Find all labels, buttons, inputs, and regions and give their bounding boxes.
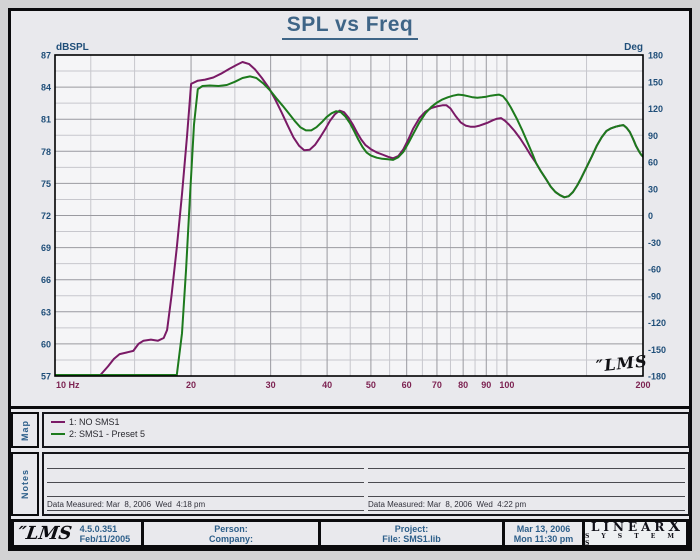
person-label: Person: (214, 523, 248, 534)
footer-person-cell: Person: Company: (144, 522, 318, 545)
linearx-systems-text: S Y S T E M S (585, 533, 680, 545)
spl-tick-label: 63 (41, 307, 51, 317)
deg-tick-label: -90 (648, 291, 661, 301)
company-label: Company: (208, 533, 253, 544)
notes-side-label: Notes (20, 468, 30, 499)
lms-logo: ″LMS (16, 522, 74, 544)
legend-label-curve1: 1: NO SMS1 (69, 416, 120, 427)
project-label: Project: (394, 523, 429, 534)
data-measured-left: Data Measured: Mar 8, 2006 Wed 4:18 pm (47, 500, 206, 509)
notes-rule (368, 496, 685, 497)
spl-tick-label: 84 (41, 83, 51, 93)
linearx-x: X (668, 522, 681, 535)
spl-tick-label: 72 (41, 211, 51, 221)
chart-title: SPL vs Freq (281, 13, 419, 40)
freq-tick-label: 30 (266, 380, 276, 390)
plot-border (54, 54, 644, 377)
print-time: Mon 11:30 pm (513, 533, 574, 544)
notes-side-box: Notes (11, 452, 39, 516)
map-side-label: Map (20, 419, 30, 441)
footer-bar: ″LMS 4.5.0.351 Feb/11/2005 Person: Compa… (11, 519, 689, 548)
deg-tick-label: -120 (648, 318, 666, 328)
linearx-logo: LINEARX (590, 522, 681, 535)
chart-title-wrap: SPL vs Freq (0, 13, 700, 40)
legend-swatch-curve2 (51, 432, 65, 435)
deg-tick-label: 120 (648, 104, 663, 114)
legend-row-2: 2: SMS1 - Preset 5 (51, 428, 688, 439)
notes-rule (47, 468, 364, 469)
deg-tick-label: -150 (648, 345, 666, 355)
spl-tick-label: 75 (41, 179, 51, 189)
spl-tick-label: 87 (41, 51, 51, 61)
freq-tick-label: 50 (366, 380, 376, 390)
notes-rule (47, 510, 364, 511)
freq-tick-label: 80 (458, 380, 468, 390)
freq-tick-label: 60 (402, 380, 412, 390)
spl-tick-label: 81 (41, 115, 51, 125)
data-measured-right: Data Measured: Mar 8, 2006 Wed 4:22 pm (368, 500, 527, 509)
freq-tick-label: 90 (481, 380, 491, 390)
version-number: 4.5.0.351 (79, 523, 118, 534)
spl-tick-label: 78 (41, 147, 51, 157)
deg-tick-label: -30 (648, 238, 661, 248)
footer-date-cell: Mar 13, 2006 Mon 11:30 pm (505, 522, 582, 545)
notes-rule (47, 496, 364, 497)
deg-tick-label: 60 (648, 158, 658, 168)
deg-tick-label: 150 (648, 77, 663, 87)
deg-tick-label: 30 (648, 184, 658, 194)
notes-rule (368, 468, 685, 469)
freq-tick-label: 100 (499, 380, 514, 390)
deg-tick-label: -180 (648, 372, 666, 382)
spl-tick-label: 69 (41, 243, 51, 253)
notes-rule (47, 482, 364, 483)
file-label: File: SMS1.lib (382, 533, 441, 544)
left-axis-title: dBSPL (56, 42, 89, 53)
freq-first-label: 10 Hz (56, 380, 80, 390)
right-axis-title: Deg (624, 42, 643, 53)
deg-tick-label: 0 (648, 211, 653, 221)
notes-content-box: Data Measured: Mar 8, 2006 Wed 4:18 pm D… (42, 452, 690, 516)
deg-tick-label: -60 (648, 265, 661, 275)
spl-tick-label: 60 (41, 339, 51, 349)
notes-rule (368, 510, 685, 511)
footer-project-cell: Project: File: SMS1.lib (321, 522, 502, 545)
map-content-box: 1: NO SMS1 2: SMS1 - Preset 5 (42, 412, 690, 448)
legend-swatch-curve1 (51, 420, 65, 423)
footer-brand-cell: LINEARX S Y S T E M S (585, 522, 686, 545)
freq-tick-label: 40 (322, 380, 332, 390)
map-side-box: Map (11, 412, 39, 448)
freq-tick-label: 20 (186, 380, 196, 390)
spl-tick-label: 66 (41, 275, 51, 285)
linearx-text: LINEAR (590, 522, 669, 534)
notes-rule (368, 482, 685, 483)
version-block: 4.5.0.351 Feb/11/2005 (80, 524, 131, 544)
print-date: Mar 13, 2006 (516, 523, 571, 534)
deg-tick-label: 180 (648, 51, 663, 61)
deg-tick-label: 90 (648, 131, 658, 141)
legend-row-1: 1: NO SMS1 (51, 416, 688, 427)
freq-tick-label: 200 (635, 380, 650, 390)
separator-graph-map (11, 406, 689, 409)
version-date: Feb/11/2005 (79, 533, 131, 544)
spl-tick-label: 57 (41, 372, 51, 382)
freq-tick-label: 70 (432, 380, 442, 390)
footer-version-cell: ″LMS 4.5.0.351 Feb/11/2005 (14, 522, 141, 545)
legend-label-curve2: 2: SMS1 - Preset 5 (69, 428, 146, 439)
series-curve-2 (55, 75, 643, 376)
